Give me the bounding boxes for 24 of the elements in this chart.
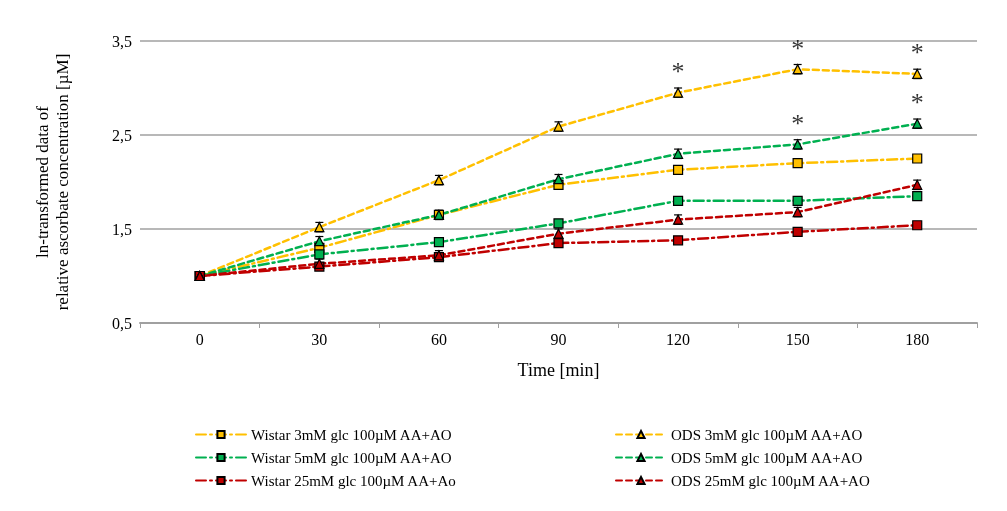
x-tick-label: 180 [905, 330, 930, 348]
y-tick-label: 1,5 [112, 220, 132, 238]
x-tick-label: 90 [550, 330, 567, 348]
annotation: * [910, 88, 924, 118]
x-tick-label: 0 [195, 330, 204, 348]
x-tick-label: 60 [430, 330, 447, 348]
x-tick-label: 150 [785, 330, 810, 348]
y-tick-label: 2,5 [112, 126, 132, 144]
annotation: * [910, 38, 924, 68]
x-tick-label: 120 [666, 330, 691, 348]
annotation: * [671, 57, 685, 87]
annotation: * [791, 33, 805, 63]
legend-label: Wistar 3mM glc 100µM AA+AO [251, 426, 452, 443]
legend-label: Wistar 5mM glc 100µM AA+AO [251, 449, 452, 466]
x-tick-label: 30 [311, 330, 328, 348]
y-tick-label: 0,5 [112, 314, 132, 332]
y-tick-label: 3,5 [112, 32, 132, 50]
legend-label: Wistar 25mM glc 100µM AA+Ao [251, 472, 456, 489]
legend-label: ODS 25mM glc 100µM AA+AO [671, 472, 870, 489]
legend-label: ODS 3mM glc 100µM AA+AO [671, 426, 863, 443]
annotation: * [791, 108, 805, 138]
x-axis-title: Time [min] [517, 360, 600, 380]
y-axis-title: ln-transformed data of relative ascorbate concentration [µM] [32, 53, 72, 311]
legend-label: ODS 5mM glc 100µM AA+AO [671, 449, 863, 466]
